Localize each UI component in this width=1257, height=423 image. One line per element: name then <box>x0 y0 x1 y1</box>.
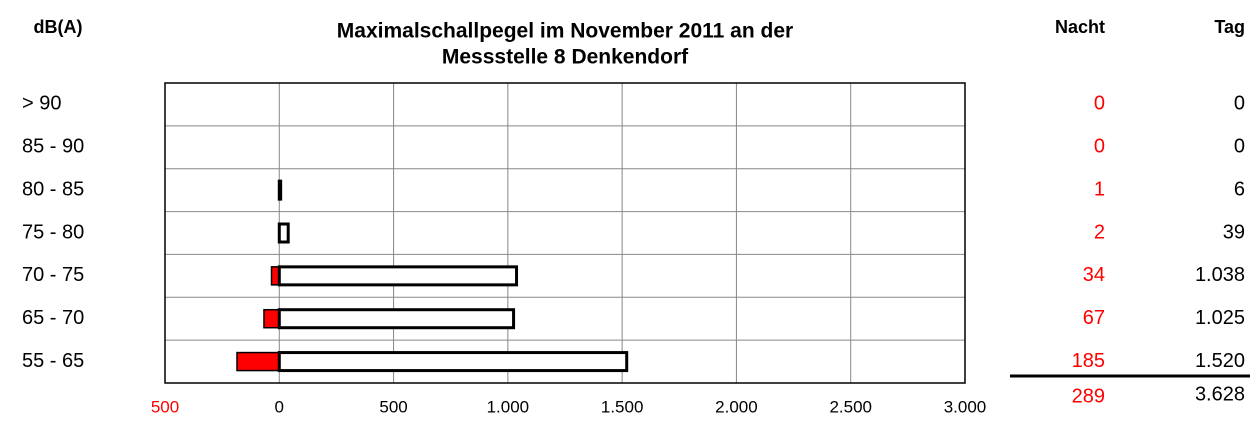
value-label: 185 <box>1072 350 1105 372</box>
value-label: 0 <box>1094 93 1105 115</box>
plot-frame <box>164 82 966 384</box>
x-tick-label: 2.500 <box>829 397 872 416</box>
x-tick-label: 0 <box>275 397 284 416</box>
x-tick-label: 500 <box>379 397 407 416</box>
bar <box>263 308 281 329</box>
chart-title: Messstelle 8 Denkendorf <box>442 46 689 69</box>
x-tick-label: 500 <box>151 397 179 416</box>
y-tick-label: 75 - 80 <box>22 221 84 243</box>
y-tick-label: 80 - 85 <box>22 178 84 200</box>
y-tick-label: 70 - 75 <box>22 264 84 286</box>
value-label: 0 <box>1234 93 1245 115</box>
value-label: 34 <box>1083 264 1105 286</box>
legend-entry: Nacht <box>1055 17 1105 37</box>
total-label: 289 <box>1072 385 1105 407</box>
legend-entry: Tag <box>1214 17 1245 37</box>
x-tick-label: 1.500 <box>601 397 644 416</box>
bar <box>277 308 516 330</box>
bar <box>277 265 519 287</box>
bar <box>277 222 290 244</box>
chart-title: Maximalschallpegel im November 2011 an d… <box>337 20 793 43</box>
value-label: 1.038 <box>1195 264 1245 286</box>
value-label: 2 <box>1094 221 1105 243</box>
value-label: 6 <box>1234 178 1245 200</box>
x-tick-label: 2.000 <box>715 397 758 416</box>
value-label: 39 <box>1223 221 1245 243</box>
y-tick-label: 55 - 65 <box>22 350 84 372</box>
value-label: 1 <box>1094 178 1105 200</box>
x-tick-label: 1.000 <box>487 397 530 416</box>
bar <box>277 179 283 201</box>
total-label: 3.628 <box>1195 383 1245 405</box>
y-tick-label: > 90 <box>22 93 61 115</box>
value-label: 0 <box>1094 136 1105 158</box>
bar <box>277 351 629 373</box>
value-label: 67 <box>1083 307 1105 329</box>
value-label: 0 <box>1234 136 1245 158</box>
bar <box>236 351 281 372</box>
unit-label: dB(A) <box>34 17 83 37</box>
y-tick-label: 65 - 70 <box>22 307 84 329</box>
x-tick-label: 3.000 <box>944 397 987 416</box>
y-tick-label: 85 - 90 <box>22 136 84 158</box>
value-label: 1.025 <box>1195 307 1245 329</box>
value-label: 1.520 <box>1195 350 1245 372</box>
